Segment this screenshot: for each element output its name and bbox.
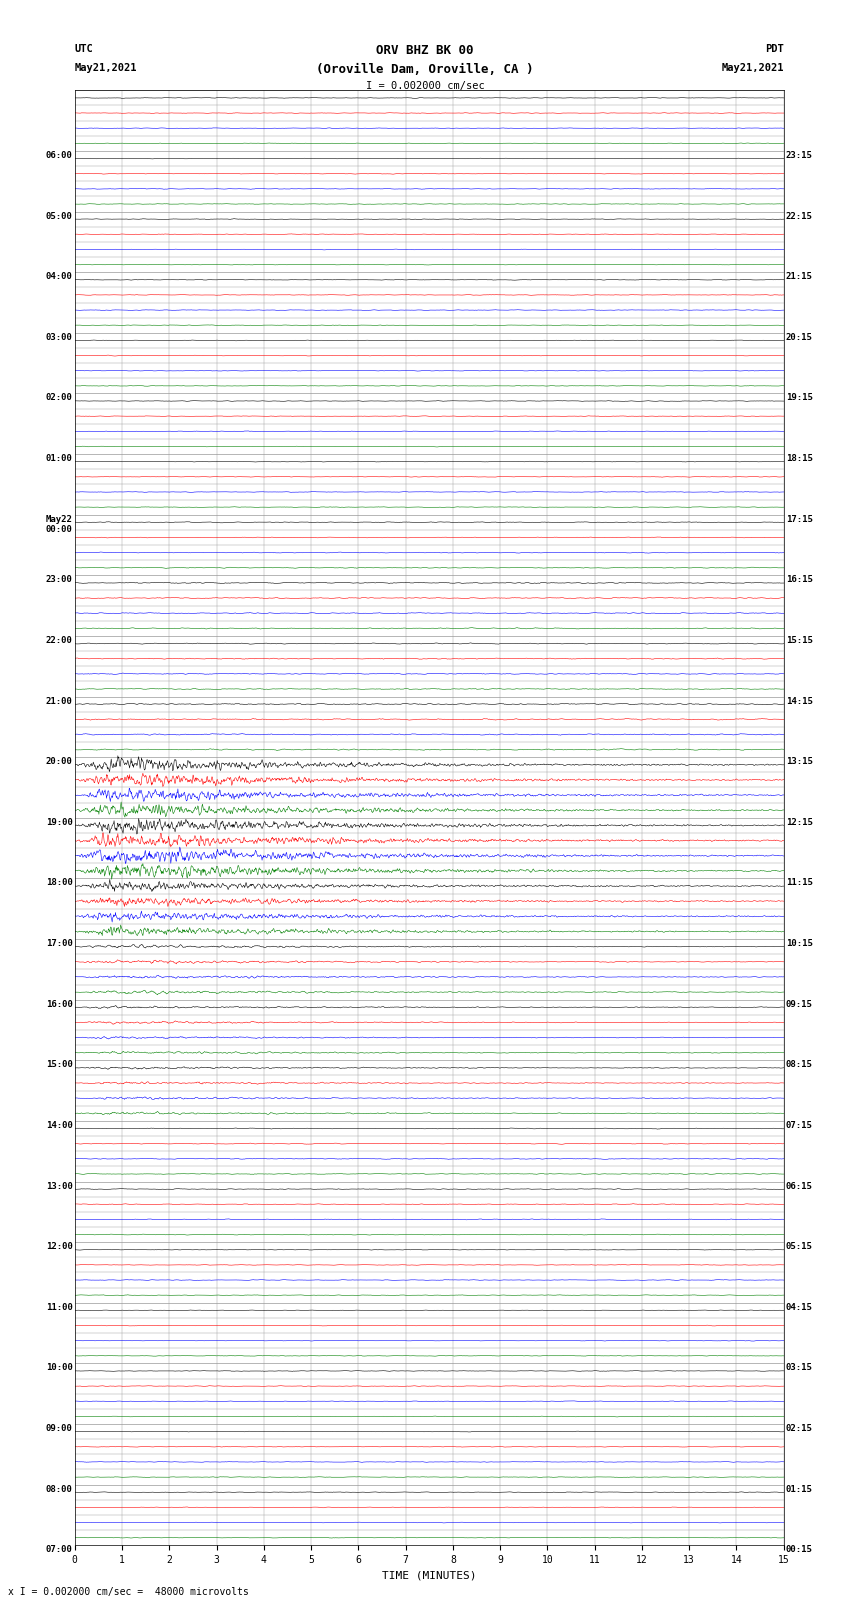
Text: 05:15: 05:15 bbox=[786, 1242, 813, 1252]
Text: 04:00: 04:00 bbox=[46, 273, 72, 281]
Text: 00:15: 00:15 bbox=[786, 1545, 813, 1555]
Text: 19:00: 19:00 bbox=[46, 818, 72, 827]
Text: 16:15: 16:15 bbox=[786, 576, 813, 584]
Text: 03:00: 03:00 bbox=[46, 332, 72, 342]
Text: 19:15: 19:15 bbox=[786, 394, 813, 402]
Text: 14:00: 14:00 bbox=[46, 1121, 72, 1129]
Text: May21,2021: May21,2021 bbox=[75, 63, 138, 73]
Text: 16:00: 16:00 bbox=[46, 1000, 72, 1008]
Text: 01:15: 01:15 bbox=[786, 1484, 813, 1494]
Text: 20:00: 20:00 bbox=[46, 756, 72, 766]
Text: 11:15: 11:15 bbox=[786, 879, 813, 887]
Text: 06:00: 06:00 bbox=[46, 152, 72, 160]
Text: 15:15: 15:15 bbox=[786, 636, 813, 645]
Text: 21:00: 21:00 bbox=[46, 697, 72, 705]
Text: 13:00: 13:00 bbox=[46, 1181, 72, 1190]
Text: 21:15: 21:15 bbox=[786, 273, 813, 281]
Text: 12:15: 12:15 bbox=[786, 818, 813, 827]
Text: May21,2021: May21,2021 bbox=[721, 63, 784, 73]
Text: PDT: PDT bbox=[765, 44, 784, 53]
Text: 02:15: 02:15 bbox=[786, 1424, 813, 1432]
Text: May22
00:00: May22 00:00 bbox=[46, 515, 72, 534]
Text: 15:00: 15:00 bbox=[46, 1060, 72, 1069]
Text: 08:15: 08:15 bbox=[786, 1060, 813, 1069]
Text: 03:15: 03:15 bbox=[786, 1363, 813, 1373]
Text: 10:00: 10:00 bbox=[46, 1363, 72, 1373]
X-axis label: TIME (MINUTES): TIME (MINUTES) bbox=[382, 1571, 477, 1581]
Text: I = 0.002000 cm/sec: I = 0.002000 cm/sec bbox=[366, 82, 484, 92]
Text: 07:15: 07:15 bbox=[786, 1121, 813, 1129]
Text: 01:00: 01:00 bbox=[46, 455, 72, 463]
Text: 05:00: 05:00 bbox=[46, 211, 72, 221]
Text: 08:00: 08:00 bbox=[46, 1484, 72, 1494]
Text: (Oroville Dam, Oroville, CA ): (Oroville Dam, Oroville, CA ) bbox=[316, 63, 534, 76]
Text: 23:00: 23:00 bbox=[46, 576, 72, 584]
Text: 09:00: 09:00 bbox=[46, 1424, 72, 1432]
Text: 04:15: 04:15 bbox=[786, 1303, 813, 1311]
Text: 14:15: 14:15 bbox=[786, 697, 813, 705]
Text: 20:15: 20:15 bbox=[786, 332, 813, 342]
Text: 17:00: 17:00 bbox=[46, 939, 72, 948]
Text: 06:15: 06:15 bbox=[786, 1181, 813, 1190]
Text: 22:15: 22:15 bbox=[786, 211, 813, 221]
Text: 13:15: 13:15 bbox=[786, 756, 813, 766]
Text: 22:00: 22:00 bbox=[46, 636, 72, 645]
Text: 10:15: 10:15 bbox=[786, 939, 813, 948]
Text: 11:00: 11:00 bbox=[46, 1303, 72, 1311]
Text: 09:15: 09:15 bbox=[786, 1000, 813, 1008]
Text: ORV BHZ BK 00: ORV BHZ BK 00 bbox=[377, 44, 473, 56]
Text: 18:00: 18:00 bbox=[46, 879, 72, 887]
Text: 12:00: 12:00 bbox=[46, 1242, 72, 1252]
Text: 18:15: 18:15 bbox=[786, 455, 813, 463]
Text: UTC: UTC bbox=[75, 44, 94, 53]
Text: 17:15: 17:15 bbox=[786, 515, 813, 524]
Text: 23:15: 23:15 bbox=[786, 152, 813, 160]
Text: x I = 0.002000 cm/sec =  48000 microvolts: x I = 0.002000 cm/sec = 48000 microvolts bbox=[8, 1587, 249, 1597]
Text: 07:00: 07:00 bbox=[46, 1545, 72, 1555]
Text: 02:00: 02:00 bbox=[46, 394, 72, 402]
